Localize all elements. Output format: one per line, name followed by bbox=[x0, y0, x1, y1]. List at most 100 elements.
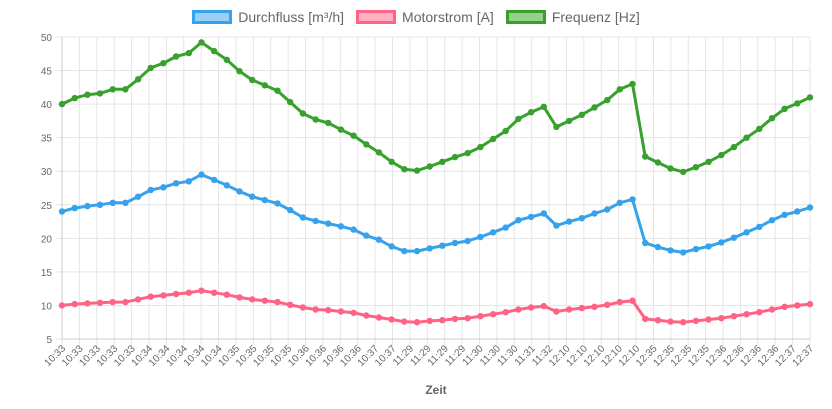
data-point[interactable] bbox=[413, 319, 421, 326]
data-point[interactable] bbox=[223, 182, 230, 189]
data-point[interactable] bbox=[96, 299, 104, 306]
data-point[interactable] bbox=[464, 237, 471, 245]
data-point[interactable] bbox=[553, 308, 560, 315]
data-point[interactable] bbox=[350, 309, 357, 316]
data-point[interactable] bbox=[84, 91, 91, 98]
data-point[interactable] bbox=[96, 201, 104, 208]
data-point[interactable] bbox=[806, 204, 814, 211]
data-point[interactable] bbox=[210, 176, 218, 184]
data-point[interactable] bbox=[591, 210, 598, 217]
data-point[interactable] bbox=[718, 239, 725, 246]
data-point[interactable] bbox=[287, 301, 294, 308]
data-point[interactable] bbox=[274, 200, 281, 207]
data-point[interactable] bbox=[515, 306, 522, 313]
data-point[interactable] bbox=[680, 319, 687, 326]
data-point[interactable] bbox=[680, 168, 687, 176]
data-point[interactable] bbox=[312, 217, 319, 225]
data-point[interactable] bbox=[629, 297, 636, 304]
data-point[interactable] bbox=[337, 126, 345, 133]
data-point[interactable] bbox=[527, 109, 535, 116]
data-point[interactable] bbox=[299, 110, 307, 117]
data-point[interactable] bbox=[249, 193, 256, 200]
data-point[interactable] bbox=[616, 298, 623, 306]
data-point[interactable] bbox=[363, 141, 370, 148]
data-point[interactable] bbox=[401, 247, 408, 255]
data-point[interactable] bbox=[261, 196, 268, 204]
data-point[interactable] bbox=[502, 309, 509, 316]
data-point[interactable] bbox=[477, 313, 484, 320]
data-point[interactable] bbox=[198, 287, 205, 294]
data-point[interactable] bbox=[591, 104, 598, 111]
data-point[interactable] bbox=[160, 60, 167, 67]
data-point[interactable] bbox=[185, 49, 192, 57]
data-point[interactable] bbox=[71, 94, 78, 102]
data-point[interactable] bbox=[578, 111, 585, 119]
data-point[interactable] bbox=[261, 82, 268, 89]
data-point[interactable] bbox=[743, 311, 750, 318]
data-point[interactable] bbox=[705, 316, 712, 323]
data-point[interactable] bbox=[591, 303, 598, 310]
data-point[interactable] bbox=[756, 125, 763, 133]
data-point[interactable] bbox=[388, 243, 395, 250]
data-point[interactable] bbox=[337, 308, 345, 315]
data-point[interactable] bbox=[375, 236, 383, 243]
data-point[interactable] bbox=[58, 100, 66, 108]
data-point[interactable] bbox=[692, 164, 700, 171]
data-point[interactable] bbox=[718, 151, 725, 159]
data-point[interactable] bbox=[794, 208, 801, 215]
data-point[interactable] bbox=[274, 298, 281, 306]
data-point[interactable] bbox=[363, 232, 370, 239]
data-point[interactable] bbox=[134, 296, 142, 303]
data-point[interactable] bbox=[743, 134, 750, 141]
data-point[interactable] bbox=[730, 234, 738, 241]
data-point[interactable] bbox=[109, 298, 116, 306]
data-point[interactable] bbox=[147, 186, 154, 194]
data-point[interactable] bbox=[451, 315, 459, 323]
data-point[interactable] bbox=[667, 247, 674, 254]
data-point[interactable] bbox=[451, 239, 459, 247]
data-point[interactable] bbox=[806, 94, 814, 101]
data-point[interactable] bbox=[84, 202, 91, 210]
data-point[interactable] bbox=[287, 206, 294, 214]
data-point[interactable] bbox=[515, 217, 522, 224]
data-point[interactable] bbox=[768, 217, 776, 224]
data-point[interactable] bbox=[325, 306, 332, 314]
data-point[interactable] bbox=[426, 317, 433, 325]
data-point[interactable] bbox=[299, 214, 307, 221]
data-point[interactable] bbox=[388, 316, 395, 323]
data-point[interactable] bbox=[413, 247, 421, 255]
data-point[interactable] bbox=[756, 223, 763, 231]
data-point[interactable] bbox=[794, 100, 801, 107]
data-point[interactable] bbox=[134, 193, 142, 200]
data-point[interactable] bbox=[198, 171, 205, 178]
data-point[interactable] bbox=[768, 306, 776, 313]
data-point[interactable] bbox=[680, 249, 687, 256]
data-point[interactable] bbox=[565, 306, 573, 313]
data-point[interactable] bbox=[540, 210, 547, 217]
data-point[interactable] bbox=[527, 304, 535, 311]
data-point[interactable] bbox=[553, 222, 560, 229]
data-point[interactable] bbox=[172, 53, 180, 60]
data-point[interactable] bbox=[160, 184, 167, 191]
data-point[interactable] bbox=[185, 178, 192, 185]
data-point[interactable] bbox=[363, 312, 370, 319]
data-point[interactable] bbox=[223, 56, 230, 63]
data-point[interactable] bbox=[337, 223, 345, 230]
data-point[interactable] bbox=[223, 291, 230, 298]
data-point[interactable] bbox=[464, 315, 471, 322]
data-point[interactable] bbox=[477, 143, 484, 151]
data-point[interactable] bbox=[616, 86, 623, 93]
data-point[interactable] bbox=[134, 76, 142, 83]
data-point[interactable] bbox=[578, 304, 585, 312]
data-point[interactable] bbox=[705, 243, 712, 250]
data-point[interactable] bbox=[515, 115, 522, 123]
data-point[interactable] bbox=[565, 117, 573, 125]
data-point[interactable] bbox=[236, 68, 243, 75]
data-point[interactable] bbox=[109, 86, 116, 93]
data-point[interactable] bbox=[236, 294, 243, 301]
data-point[interactable] bbox=[426, 163, 433, 170]
data-point[interactable] bbox=[210, 289, 218, 296]
data-point[interactable] bbox=[540, 103, 547, 111]
data-point[interactable] bbox=[654, 317, 662, 324]
data-point[interactable] bbox=[667, 165, 674, 172]
